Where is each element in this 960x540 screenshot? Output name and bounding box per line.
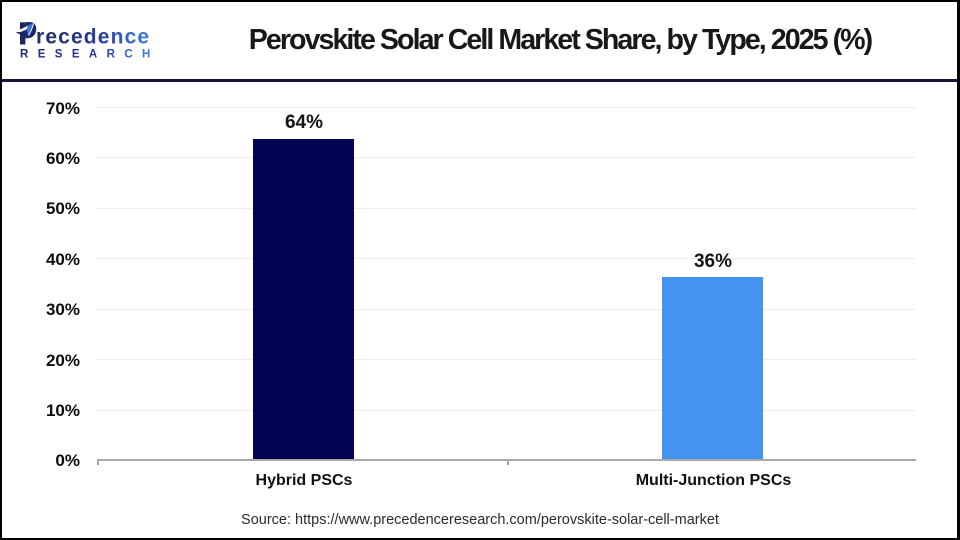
svg-text:RESEARCH: RESEARCH: [20, 49, 160, 61]
svg-text:recedence: recedence: [36, 25, 150, 48]
